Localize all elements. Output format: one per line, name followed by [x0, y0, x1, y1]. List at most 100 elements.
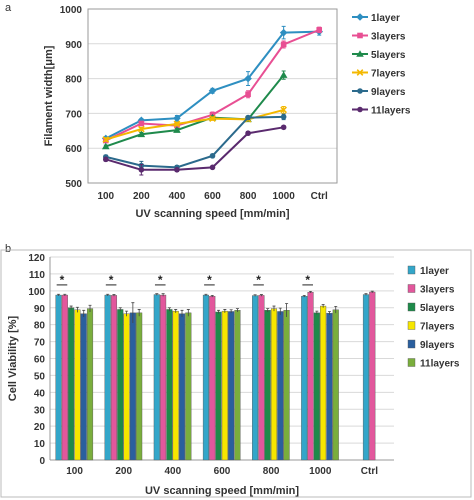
x-tick-label: Ctrl	[311, 191, 328, 202]
error-bar	[118, 307, 122, 312]
y-tick-label: 110	[29, 270, 46, 281]
legend-label: 7layers	[420, 322, 455, 333]
x-tick-label: 200	[115, 466, 132, 477]
bar-11layers	[234, 310, 241, 461]
error-bar	[167, 307, 171, 312]
data-point	[137, 130, 146, 138]
legend-label: 11layers	[420, 359, 460, 370]
x-tick-label: Ctrl	[361, 466, 378, 477]
y-tick-label: 100	[28, 287, 45, 298]
legend-label: 5layers	[420, 303, 455, 314]
x-tick-label: 800	[240, 191, 257, 202]
data-point	[208, 86, 217, 95]
bar-7layers	[320, 305, 327, 461]
data-point	[174, 166, 180, 173]
error-bar	[334, 305, 338, 314]
y-tick-label: 10	[34, 439, 46, 450]
error-bar	[57, 293, 61, 296]
bar-11layers	[332, 309, 339, 461]
bar-3layers	[110, 295, 118, 461]
x-tick-label: 200	[133, 191, 150, 202]
error-bar	[235, 308, 239, 312]
significance-marker: *	[158, 273, 163, 287]
error-bar	[302, 295, 306, 298]
error-bar	[315, 310, 319, 315]
data-point	[357, 32, 363, 39]
error-bar	[155, 293, 159, 296]
bar-7layers	[221, 310, 228, 461]
bar-7layers	[74, 309, 81, 461]
error-bar	[174, 309, 178, 313]
error-bar	[309, 290, 313, 294]
error-bar	[69, 305, 73, 310]
data-point	[279, 28, 288, 37]
series-line	[105, 74, 285, 148]
data-point	[245, 114, 251, 121]
y-tick-label: 80	[34, 321, 46, 332]
bar-9layers	[277, 311, 284, 461]
legend-swatch	[407, 358, 416, 367]
error-bar	[82, 309, 86, 318]
x-tick-label: 600	[204, 191, 221, 202]
bar-5layers	[117, 309, 124, 461]
error-bar	[285, 303, 289, 318]
y-tick-label: 800	[65, 75, 82, 86]
data-point	[279, 71, 288, 78]
data-point	[138, 166, 145, 173]
significance-marker: *	[207, 273, 212, 287]
data-point	[138, 120, 145, 127]
series-11layers	[102, 124, 287, 176]
data-point	[244, 74, 252, 83]
bar-5layers	[313, 312, 320, 461]
error-bar	[137, 309, 141, 317]
error-bar	[131, 302, 135, 323]
data-point	[356, 69, 364, 76]
bar-3layers	[209, 296, 216, 461]
legend-swatch	[407, 284, 416, 293]
error-bar	[88, 304, 92, 312]
y-tick-label: 30	[34, 405, 46, 416]
legend-label: 9layers	[420, 340, 455, 351]
significance-marker: *	[305, 273, 310, 287]
y-tick-label: 50	[34, 371, 46, 382]
significance-marker: *	[60, 273, 65, 287]
panel-border	[0, 249, 472, 498]
error-bar	[125, 310, 129, 317]
x-tick-label: 400	[169, 191, 186, 202]
bar-3layers	[369, 291, 376, 461]
significance-marker: *	[109, 273, 114, 287]
legend-label: 3layers	[371, 32, 406, 43]
y-tick-label: 60	[34, 355, 46, 366]
x-tick-label: 100	[66, 466, 83, 477]
y-tick-label: 0	[39, 456, 45, 467]
legend-swatch	[407, 321, 416, 330]
bar-11layers	[283, 310, 290, 461]
data-point	[245, 130, 251, 137]
data-point	[173, 120, 181, 128]
error-bar	[272, 305, 276, 312]
bar-1layer	[202, 294, 210, 461]
legend-swatch	[407, 339, 416, 349]
data-point	[245, 91, 251, 98]
x-axis-label: UV scanning speed [mm/min]	[145, 485, 299, 497]
error-bar	[321, 303, 325, 308]
x-tick-label: 400	[165, 466, 182, 477]
bar-7layers	[172, 310, 179, 461]
error-bar	[217, 309, 221, 314]
bar-3layers	[258, 295, 265, 461]
bar-5layers	[68, 307, 75, 461]
data-point	[209, 115, 216, 122]
data-point	[280, 124, 287, 131]
legend-label: 3layers	[420, 285, 455, 296]
error-bar	[327, 311, 331, 315]
y-tick-label: 500	[65, 179, 82, 190]
error-bar	[278, 307, 282, 315]
data-point	[102, 136, 110, 143]
data-point	[101, 142, 110, 150]
legend-label: 7layers	[371, 69, 406, 80]
error-bar	[266, 308, 270, 312]
error-bar	[186, 309, 190, 317]
error-bar	[210, 295, 214, 298]
y-tick-label: 90	[34, 304, 46, 315]
